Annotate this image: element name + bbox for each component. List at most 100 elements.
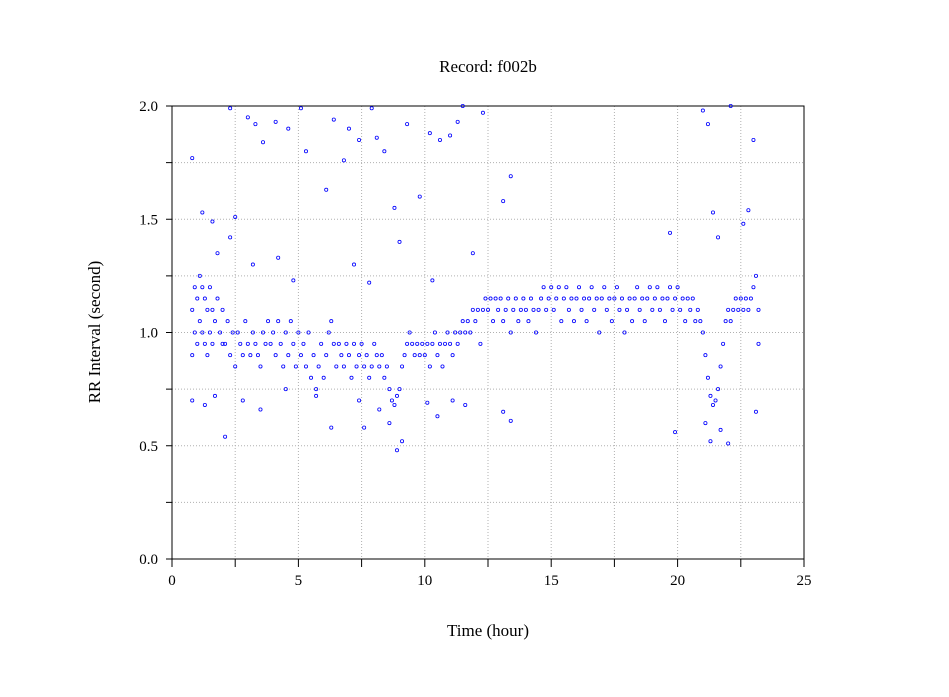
data-point (377, 364, 382, 369)
data-point (518, 307, 523, 312)
data-point (437, 137, 442, 142)
data-point (748, 296, 753, 301)
data-point (450, 353, 455, 358)
data-point (675, 285, 680, 290)
data-point (496, 307, 501, 312)
data-point (506, 296, 511, 301)
data-point (584, 319, 589, 324)
data-point (283, 387, 288, 392)
data-point (478, 341, 483, 346)
data-point (460, 104, 465, 109)
data-point (571, 319, 576, 324)
data-point (435, 353, 440, 358)
data-point (233, 364, 238, 369)
y-tick-label: 0.5 (139, 439, 158, 455)
data-point (609, 319, 614, 324)
data-point (271, 330, 276, 335)
data-point (319, 341, 324, 346)
data-point (721, 341, 726, 346)
data-point (685, 296, 690, 301)
data-point (501, 319, 506, 324)
data-point (397, 387, 402, 392)
data-point (210, 307, 215, 312)
data-point (352, 341, 357, 346)
data-point (655, 285, 660, 290)
data-point (468, 330, 473, 335)
data-point (551, 307, 556, 312)
data-point (501, 409, 506, 414)
data-point (286, 126, 291, 131)
data-point (354, 364, 359, 369)
data-point (746, 307, 751, 312)
data-point (258, 407, 263, 412)
data-point (716, 235, 721, 240)
data-point (437, 341, 442, 346)
data-point (346, 353, 351, 358)
data-point (657, 307, 662, 312)
tick-labels: 0 5 10 15 20 25 0.0 0.5 1.0 1.5 2.0 (139, 99, 811, 589)
data-point (329, 319, 334, 324)
data-point (352, 262, 357, 267)
data-point (255, 353, 260, 358)
data-point (248, 353, 253, 358)
data-point (387, 421, 392, 426)
x-axis-label: Time (hour) (447, 621, 529, 640)
data-point (253, 341, 258, 346)
data-point (266, 319, 271, 324)
data-point (458, 330, 463, 335)
data-point (276, 255, 281, 260)
data-point (245, 341, 250, 346)
data-point (455, 341, 460, 346)
data-point (228, 106, 233, 111)
data-point (202, 402, 207, 407)
data-point (228, 235, 233, 240)
data-point (223, 434, 228, 439)
data-point (460, 319, 465, 324)
data-point (190, 307, 195, 312)
data-point (665, 296, 670, 301)
data-point (341, 364, 346, 369)
data-point (205, 353, 210, 358)
data-point (240, 353, 245, 358)
data-point (402, 353, 407, 358)
data-point (324, 353, 329, 358)
x-tick-label: 10 (417, 573, 432, 589)
data-point (443, 341, 448, 346)
data-point (207, 330, 212, 335)
data-point (632, 296, 637, 301)
data-point (200, 210, 205, 215)
data-point (521, 296, 526, 301)
y-tick-label: 1.5 (139, 212, 158, 228)
data-point (508, 330, 513, 335)
data-point (245, 115, 250, 120)
data-point (723, 319, 728, 324)
data-point (698, 319, 703, 324)
data-point (465, 319, 470, 324)
data-point (190, 156, 195, 161)
data-point (508, 174, 513, 179)
data-point (640, 296, 645, 301)
data-point (746, 208, 751, 213)
data-point (291, 278, 296, 283)
data-point (448, 341, 453, 346)
x-tick-label: 5 (295, 573, 303, 589)
data-point (450, 398, 455, 403)
data-point (660, 296, 665, 301)
y-axis-label: RR Interval (second) (85, 261, 104, 404)
data-point (420, 341, 425, 346)
data-point (668, 230, 673, 235)
data-point (314, 387, 319, 392)
data-point (293, 364, 298, 369)
data-point (582, 296, 587, 301)
data-point (470, 251, 475, 256)
data-point (314, 393, 319, 398)
data-point (369, 364, 374, 369)
data-point (513, 296, 518, 301)
data-point (410, 341, 415, 346)
data-point (493, 296, 498, 301)
data-point (564, 285, 569, 290)
data-point (718, 364, 723, 369)
data-point (708, 439, 713, 444)
data-point (400, 439, 405, 444)
